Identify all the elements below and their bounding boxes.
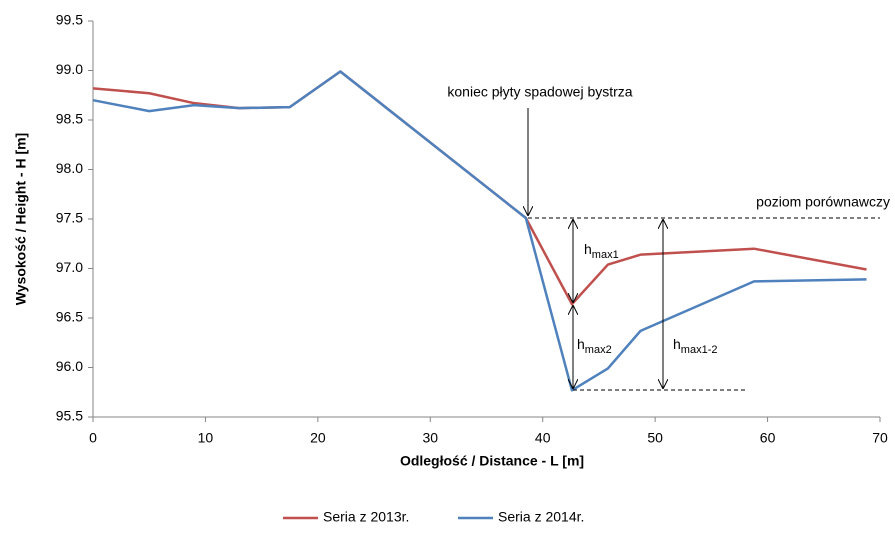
x-tick-label: 20 bbox=[310, 430, 326, 446]
annotation-main: h bbox=[577, 336, 585, 352]
x-tick-label: 70 bbox=[872, 430, 888, 446]
y-tick-label: 98.5 bbox=[56, 111, 83, 127]
annotation-main: h bbox=[673, 336, 681, 352]
y-tick-label: 95.5 bbox=[56, 408, 83, 424]
annotation: koniec płyty spadowej bystrza bbox=[447, 84, 632, 100]
x-axis-label: Odległość / Distance - L [m] bbox=[400, 453, 584, 469]
x-tick-label: 50 bbox=[647, 430, 663, 446]
plot: 95.5 96.0 96.5 97.0 97.5 98.0 98.5 99.0 99.5 0 10 2… bbox=[56, 12, 888, 446]
y-tick-label: 98.0 bbox=[56, 160, 83, 176]
y-tick-label: 99.5 bbox=[56, 12, 83, 28]
annotation-sub: max1 bbox=[592, 249, 619, 261]
y-axis-label: Wysokość / Height - H [m] bbox=[13, 133, 29, 305]
legend: Seria z 2013r. Seria z 2014r. bbox=[283, 509, 584, 525]
annotations: koniec płyty spadowej bystrza poziom por… bbox=[447, 84, 890, 391]
x-tick-label: 60 bbox=[760, 430, 776, 446]
x-tick-label: 30 bbox=[422, 430, 438, 446]
annotation: hmax1 bbox=[584, 241, 619, 261]
legend-label: Seria z 2013r. bbox=[323, 509, 409, 525]
series-line bbox=[92, 70, 867, 392]
annotation: hmax1-2 bbox=[673, 336, 717, 356]
annotation: poziom porównawczy bbox=[756, 194, 890, 210]
legend-label: Seria z 2014r. bbox=[498, 509, 584, 525]
annotation-sub: max2 bbox=[585, 344, 612, 356]
y-tick-label: 96.0 bbox=[56, 358, 83, 374]
annotation-sub: max1-2 bbox=[681, 344, 718, 356]
x-tick-label: 40 bbox=[535, 430, 551, 446]
y-tick-label: 97.5 bbox=[56, 210, 83, 226]
y-tick-label: 97.0 bbox=[56, 259, 83, 275]
y-tick-label: 96.5 bbox=[56, 309, 83, 325]
x-tick-label: 10 bbox=[198, 430, 214, 446]
annotation: hmax2 bbox=[577, 336, 612, 356]
annotation-main: h bbox=[584, 241, 592, 257]
x-tick-label: 0 bbox=[89, 430, 97, 446]
y-tick-label: 99.0 bbox=[56, 61, 83, 77]
